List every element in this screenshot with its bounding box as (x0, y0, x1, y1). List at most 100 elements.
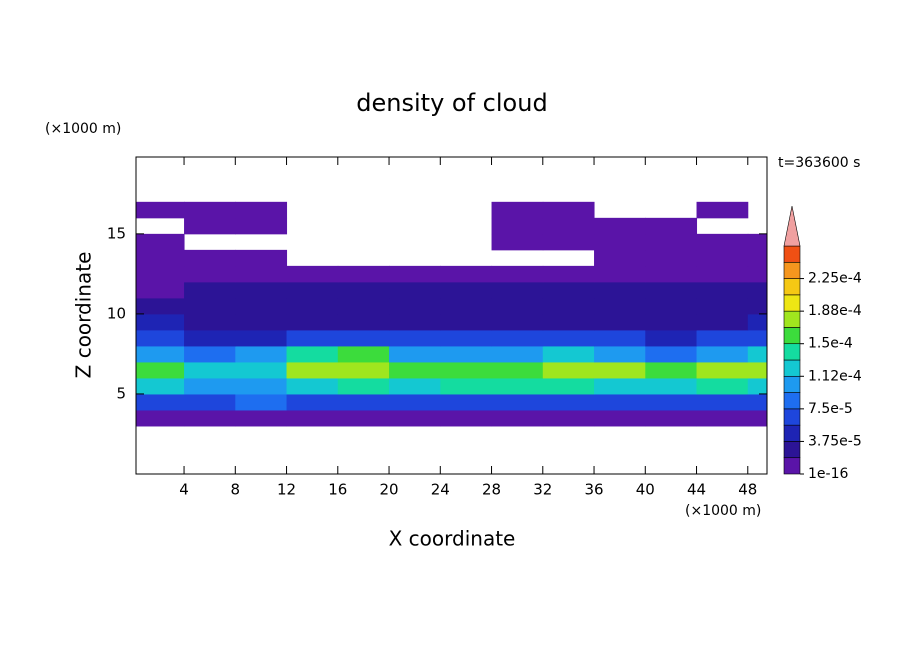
contour-cell (235, 201, 288, 219)
contour-cell (747, 281, 768, 299)
contour-cell (184, 201, 236, 219)
contour-cell (136, 265, 185, 283)
x-tick-label: 20 (379, 481, 398, 499)
contour-cell (747, 361, 768, 379)
contour-cell (747, 265, 768, 283)
contour-cell (645, 281, 698, 299)
contour-cell (542, 345, 595, 363)
contour-cell (440, 361, 493, 379)
contour-cell (440, 265, 493, 283)
contour-cell (645, 313, 698, 331)
contour-cell (440, 377, 493, 395)
contour-cell (136, 297, 185, 315)
contour-cell (542, 233, 595, 251)
contour-cell (286, 281, 339, 299)
contour-cell (337, 265, 390, 283)
contour-cell (594, 233, 646, 251)
contour-cell (747, 409, 768, 427)
colorbar-band (783, 441, 801, 459)
colorbar-band (783, 343, 801, 361)
contour-cell (594, 345, 646, 363)
contour-cell (286, 297, 339, 315)
contour-cell (286, 377, 339, 395)
contour-cell (235, 217, 288, 235)
x-axis-label: X coordinate (389, 527, 516, 551)
contour-cell (286, 409, 339, 427)
colorbar-band (783, 359, 801, 377)
colorbar-band (783, 294, 801, 312)
x-tick-label: 8 (231, 481, 241, 499)
contour-cell (337, 409, 390, 427)
colorbar-tick-label: 1e-16 (808, 466, 848, 482)
contour-cell (286, 361, 339, 379)
contour-cell (542, 377, 595, 395)
contour-cell (440, 393, 493, 411)
contour-cell (184, 409, 236, 427)
contour-cell (235, 377, 288, 395)
contour-cell (491, 217, 544, 235)
contour-cell (542, 217, 595, 235)
contour-cell (696, 313, 749, 331)
contour-cell (235, 345, 288, 363)
time-annotation: t=363600 s (778, 155, 860, 171)
contour-cell (747, 233, 768, 251)
contour-cell (235, 361, 288, 379)
contour-cell (645, 265, 698, 283)
colorbar-band (783, 327, 801, 345)
contour-cell (645, 409, 698, 427)
y-tick-label: 5 (116, 384, 126, 402)
x-unit: (×1000 m) (685, 503, 761, 519)
y-axis-label: Z coordinate (72, 252, 96, 379)
colorbar-band (783, 261, 801, 279)
contour-cell (696, 297, 749, 315)
contour-cell (389, 329, 441, 347)
contour-cell (542, 361, 595, 379)
contour-cell (184, 345, 236, 363)
contour-cell (645, 377, 698, 395)
contour-cell (286, 313, 339, 331)
contour-cell (594, 265, 646, 283)
contour-cell (491, 233, 544, 251)
contour-cell (645, 217, 698, 235)
contour-cell (440, 281, 493, 299)
contour-cell (594, 281, 646, 299)
contour-cell (491, 313, 544, 331)
contour-cell (337, 377, 390, 395)
colorbar-tick-label: 7.5e-5 (808, 401, 853, 417)
contour-cell (594, 313, 646, 331)
contour-cell (491, 201, 544, 219)
contour-cell (184, 265, 236, 283)
contour-cell (389, 393, 441, 411)
contour-cell (542, 313, 595, 331)
contour-cell (184, 249, 236, 267)
colorbar-band (783, 424, 801, 442)
contour-cell (491, 281, 544, 299)
contour-cell (389, 361, 441, 379)
colorbar-tick-label: 1.88e-4 (808, 303, 862, 319)
x-tick-label: 32 (533, 481, 552, 499)
contour-cell (747, 297, 768, 315)
contour-cell (542, 393, 595, 411)
contour-cell (389, 265, 441, 283)
x-tick-label: 12 (277, 481, 296, 499)
contour-cell (645, 249, 698, 267)
contour-cell (440, 345, 493, 363)
y-tick-label: 10 (107, 304, 126, 322)
contour-cell (286, 265, 339, 283)
y-unit: (×1000 m) (45, 121, 121, 137)
contour-cell (286, 329, 339, 347)
contour-cell (337, 393, 390, 411)
contour-cell (440, 329, 493, 347)
colorbar-band (783, 245, 801, 263)
contour-cell (136, 409, 185, 427)
contour-cell (440, 313, 493, 331)
contour-cell (389, 281, 441, 299)
colorbar-tick-label: 3.75e-5 (808, 433, 862, 449)
colorbar-tick-label: 2.25e-4 (808, 271, 862, 287)
contour-cell (136, 377, 185, 395)
x-tick-label: 44 (687, 481, 706, 499)
contour-cell (645, 345, 698, 363)
contour-cell (136, 361, 185, 379)
contour-cell (696, 249, 749, 267)
contour-cell (184, 217, 236, 235)
